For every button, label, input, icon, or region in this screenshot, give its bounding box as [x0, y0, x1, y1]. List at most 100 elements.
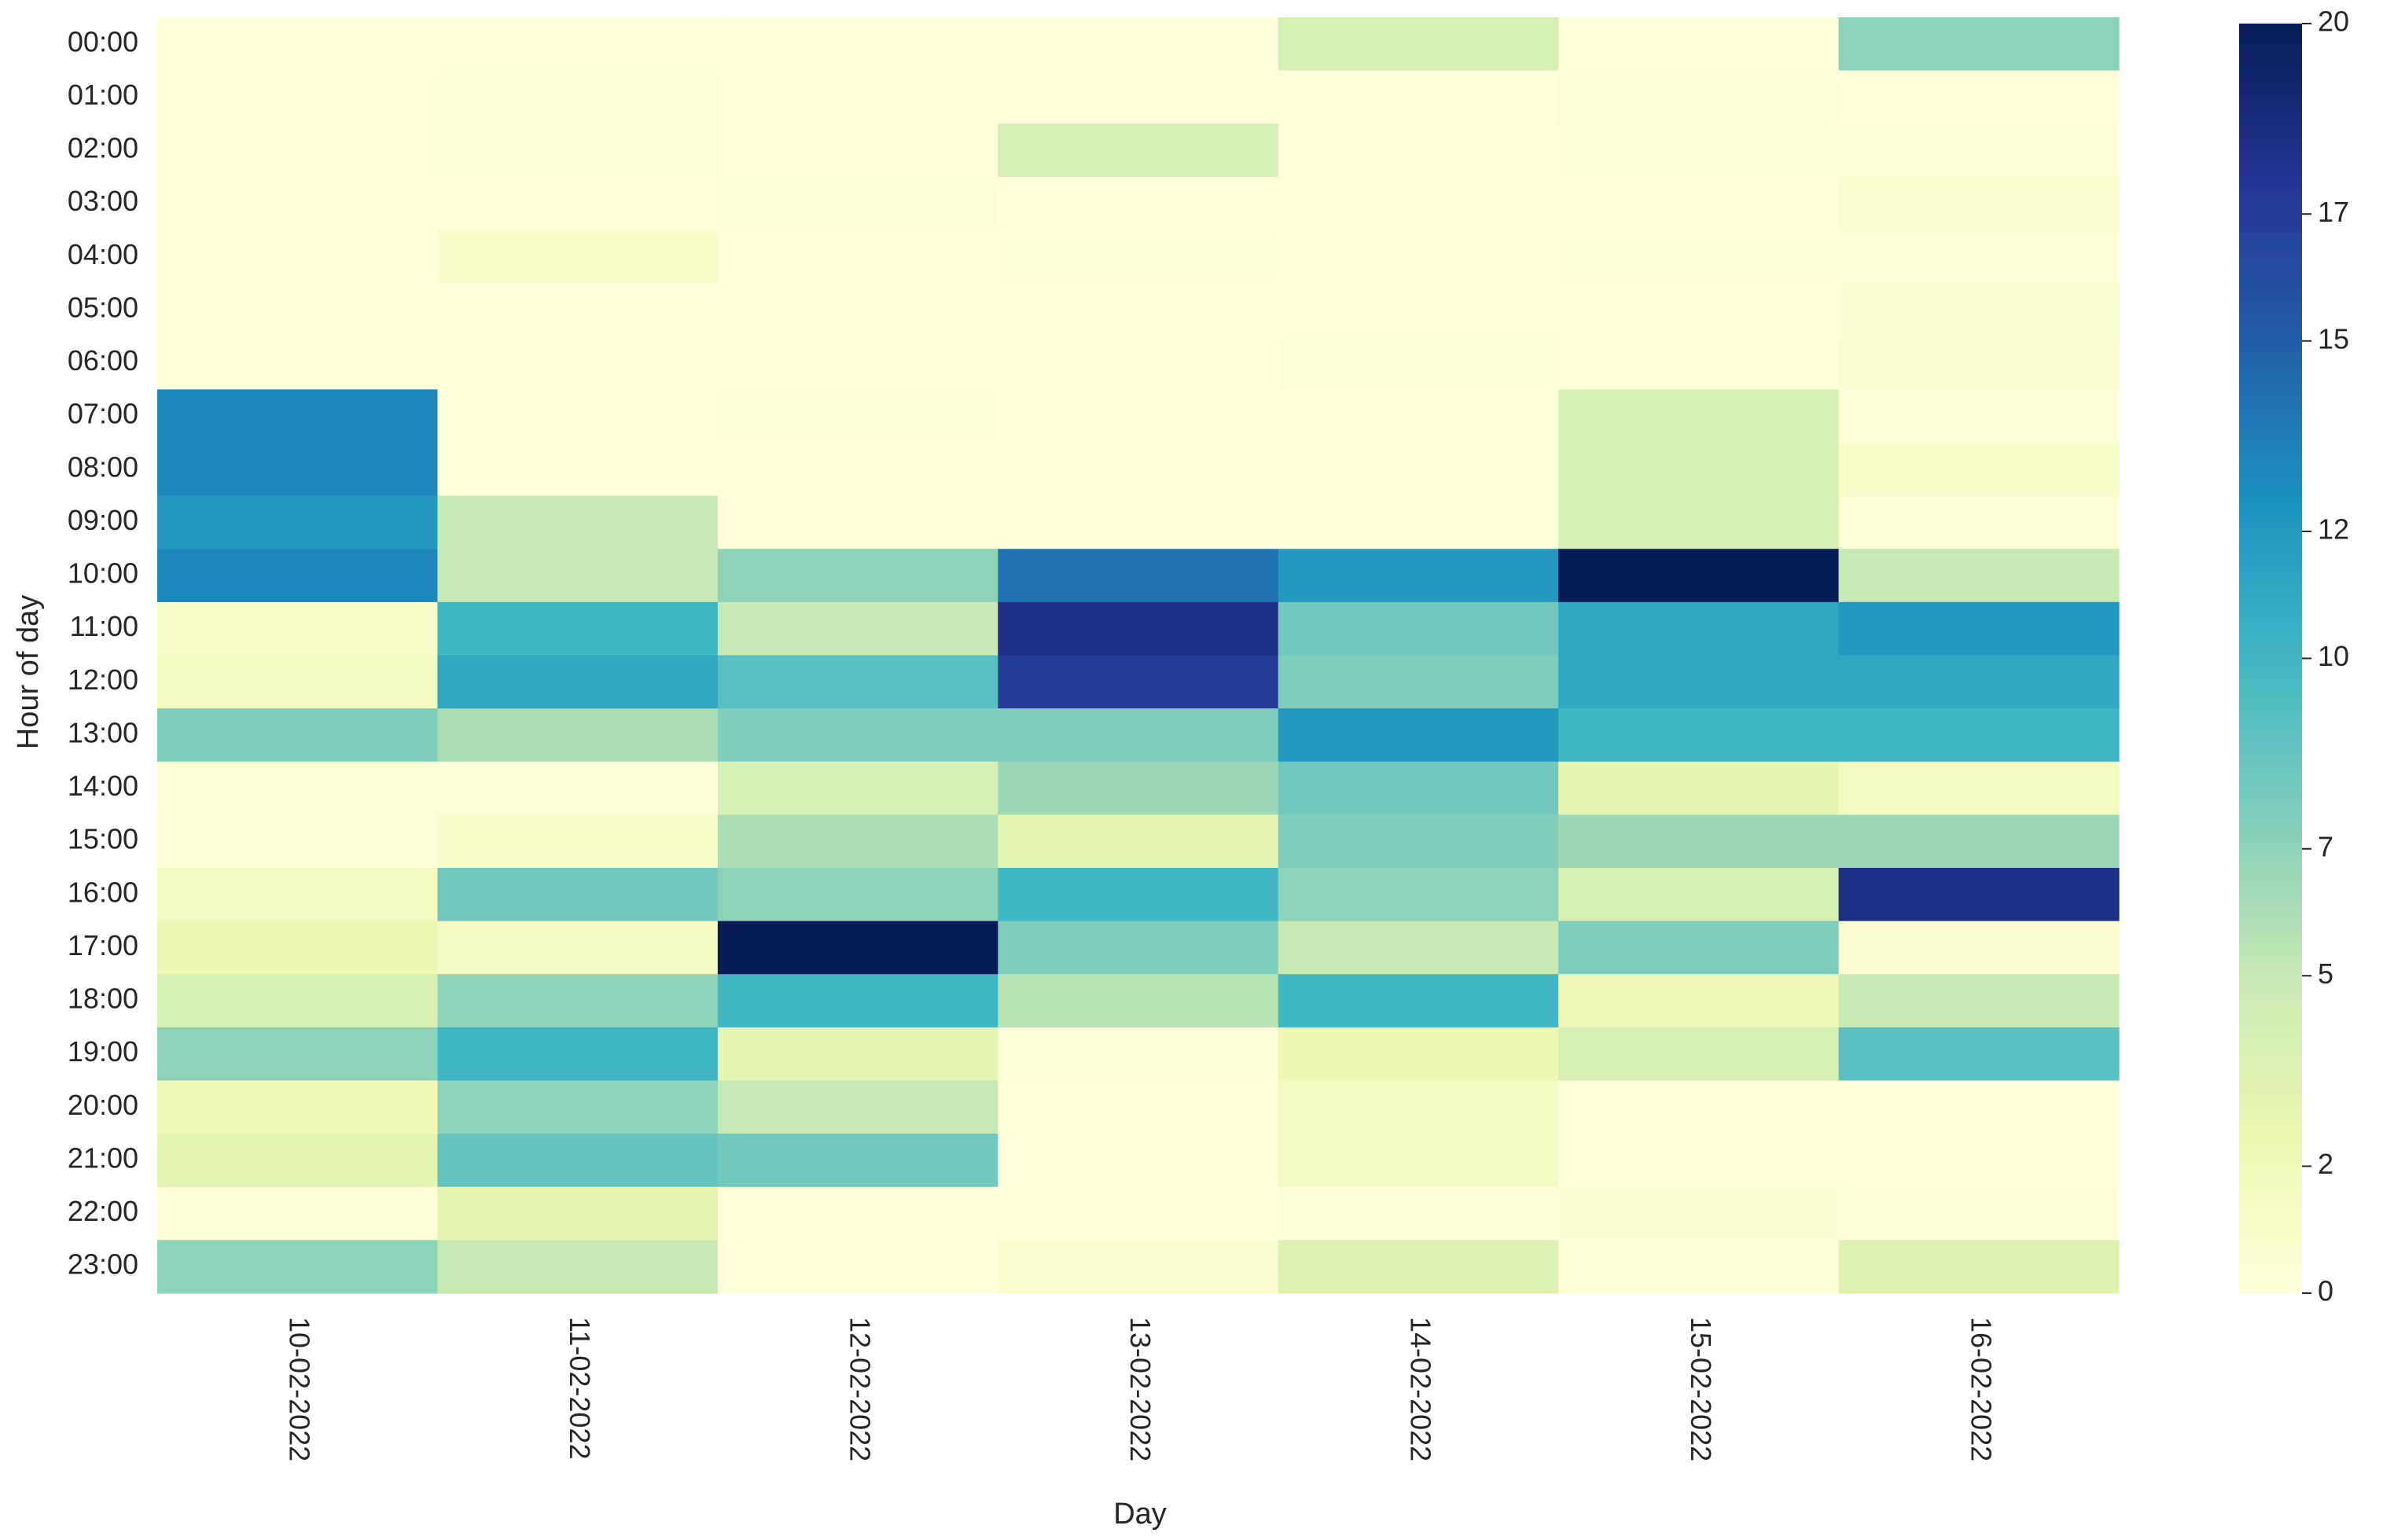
- heatmap-cell: [1558, 443, 1840, 497]
- y-tick-label: 15:00: [68, 823, 138, 855]
- heatmap-cell: [1838, 283, 2120, 337]
- heatmap-cell: [998, 176, 1279, 231]
- heatmap-cell: [157, 443, 439, 497]
- heatmap-cell: [717, 1080, 998, 1134]
- heatmap-cell: [998, 283, 1279, 337]
- heatmap-cell: [157, 655, 439, 709]
- x-tick-label: 10-02-2022: [284, 1317, 316, 1461]
- heatmap-cell: [1838, 230, 2120, 284]
- y-tick-label: 08:00: [68, 450, 138, 483]
- heatmap-cell: [1838, 1027, 2120, 1082]
- heatmap-cell: [717, 1240, 998, 1294]
- heatmap-cell: [1278, 1080, 1559, 1134]
- heatmap-cell: [998, 761, 1279, 815]
- heatmap-cell: [1838, 974, 2120, 1028]
- heatmap-cell: [998, 868, 1279, 922]
- heatmap-cell: [437, 336, 719, 390]
- y-tick-label: 12:00: [68, 663, 138, 696]
- heatmap-cell: [1558, 176, 1840, 231]
- heatmap-cell: [1838, 868, 2120, 922]
- y-tick-label: 11:00: [70, 610, 138, 642]
- heatmap-cell: [1558, 283, 1840, 337]
- heatmap-cell: [157, 708, 439, 763]
- x-tick-label: 13-02-2022: [1124, 1317, 1157, 1461]
- heatmap-cell: [1558, 921, 1840, 975]
- x-tick-label: 11-02-2022: [564, 1317, 596, 1459]
- heatmap-cell: [1838, 1080, 2120, 1134]
- heatmap-cell: [998, 708, 1279, 763]
- heatmap-cell: [1558, 123, 1840, 178]
- heatmap-cell: [157, 389, 439, 443]
- heatmap-cell: [717, 655, 998, 709]
- heatmap-cell: [437, 921, 719, 975]
- heatmap-cell: [998, 921, 1279, 975]
- heatmap-cell: [1558, 495, 1840, 549]
- heatmap-cell: [437, 283, 719, 337]
- heatmap-cell: [437, 1027, 719, 1082]
- heatmap-cell: [1558, 1027, 1840, 1082]
- heatmap-cell: [157, 495, 439, 549]
- heatmap-cell: [717, 70, 998, 124]
- heatmap-cells: [157, 17, 2120, 1294]
- heatmap-cell: [1838, 1186, 2120, 1240]
- heatmap-cell: [1558, 708, 1840, 763]
- heatmap-cell: [1838, 1134, 2120, 1188]
- heatmap-cell: [157, 123, 439, 178]
- heatmap-cell: [998, 814, 1279, 869]
- heatmap-cell: [1838, 123, 2120, 178]
- heatmap-cell: [717, 1186, 998, 1240]
- heatmap-cell: [998, 1240, 1279, 1294]
- heatmap-cell: [717, 761, 998, 815]
- heatmap-cell: [1278, 17, 1559, 72]
- heatmap-cell: [1278, 336, 1559, 390]
- heatmap-cell: [717, 974, 998, 1028]
- heatmap-cell: [157, 17, 439, 72]
- x-axis-label: Day: [1113, 1498, 1167, 1531]
- heatmap-cell: [1558, 1240, 1840, 1294]
- heatmap-cell: [1278, 601, 1559, 656]
- heatmap-cell: [1558, 814, 1840, 869]
- heatmap-cell: [157, 1080, 439, 1134]
- heatmap-cell: [717, 230, 998, 284]
- colorbar-tick-label: 2: [2318, 1148, 2333, 1180]
- colorbar-tick-label: 15: [2318, 322, 2349, 355]
- heatmap-cell: [1838, 655, 2120, 709]
- heatmap-cell: [1278, 389, 1559, 443]
- heatmap-cell: [157, 176, 439, 231]
- heatmap-cell: [157, 1027, 439, 1082]
- heatmap-cell: [717, 1027, 998, 1082]
- y-tick-label: 20:00: [68, 1089, 138, 1121]
- y-axis-tick-labels: 00:00 01:00 02:00 03:00 04:00 05:00 06:00 07:00…: [68, 25, 138, 1280]
- y-tick-label: 00:00: [68, 25, 138, 57]
- heatmap-cell: [1838, 70, 2120, 124]
- y-tick-label: 07:00: [68, 398, 138, 430]
- heatmap-cell: [1278, 761, 1559, 815]
- colorbar-tick-label: 0: [2318, 1275, 2333, 1307]
- heatmap-cell: [157, 761, 439, 815]
- y-tick-label: 04:00: [68, 238, 138, 270]
- heatmap-cell: [437, 389, 719, 443]
- colorbar-tick-label: 20: [2318, 6, 2349, 38]
- heatmap-cell: [717, 123, 998, 178]
- heatmap-cell: [1278, 974, 1559, 1028]
- y-tick-label: 17:00: [68, 929, 138, 961]
- heatmap-cell: [437, 495, 719, 549]
- heatmap-cell: [1278, 708, 1559, 763]
- heatmap-cell: [437, 1080, 719, 1134]
- colorbar-tick-label: 10: [2318, 640, 2349, 672]
- heatmap-cell: [1278, 283, 1559, 337]
- heatmap-cell: [1558, 1186, 1840, 1240]
- heatmap-cell: [1278, 70, 1559, 124]
- y-tick-label: 14:00: [68, 770, 138, 802]
- heatmap-cell: [1838, 336, 2120, 390]
- y-tick-label: 09:00: [68, 504, 138, 536]
- y-tick-label: 18:00: [68, 983, 138, 1015]
- colorbar-gradient: [2239, 24, 2302, 1293]
- colorbar-tick-label: 5: [2318, 957, 2333, 990]
- heatmap-cell: [437, 17, 719, 72]
- heatmap-cell: [157, 70, 439, 124]
- heatmap-cell: [437, 655, 719, 709]
- heatmap-cell: [1838, 921, 2120, 975]
- heatmap-cell: [1838, 389, 2120, 443]
